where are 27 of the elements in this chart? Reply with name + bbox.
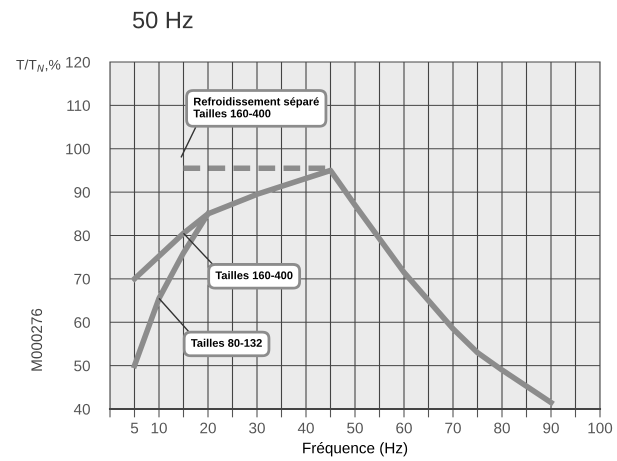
y-tick-label: 100 [66,144,90,154]
y-tick-label: 40 [74,404,90,415]
y-tick-label: 90 [74,186,90,198]
y-axis-title: T/T$_{N}$,% [16,59,60,72]
y-tick-label: 110 [67,100,90,112]
y-tick-label: 80 [74,230,90,242]
chart-title: 50 Hz [132,12,193,28]
y-tick-label: 50 [74,360,90,372]
x-tick-label: 5 [130,422,138,434]
x-tick-label: 10 [152,422,167,434]
y-tick-label: 120 [66,56,90,68]
text: Refroidissement séparé Tailles 160-400 [193,97,319,118]
text: M000276 [31,308,42,371]
x-tick-label: 80 [494,422,510,434]
x-tick-label: 20 [200,422,216,434]
x-tick-label: 50 [347,422,363,434]
text: Tailles 160-400 [215,271,293,280]
x-tick-label: 40 [298,422,314,434]
y-tick-label: 60 [74,317,90,328]
x-tick-label: 70 [445,422,461,434]
x-axis-title: Fréquence (Hz) [303,442,408,456]
text: Tailles 80-132 [190,338,262,347]
x-tick-label: 60 [396,422,412,434]
x-tick-label: 30 [249,422,265,434]
x-tick-label: 90 [543,422,559,434]
y-tick-label: 70 [74,274,90,285]
x-tick-label: 100 [588,422,612,434]
